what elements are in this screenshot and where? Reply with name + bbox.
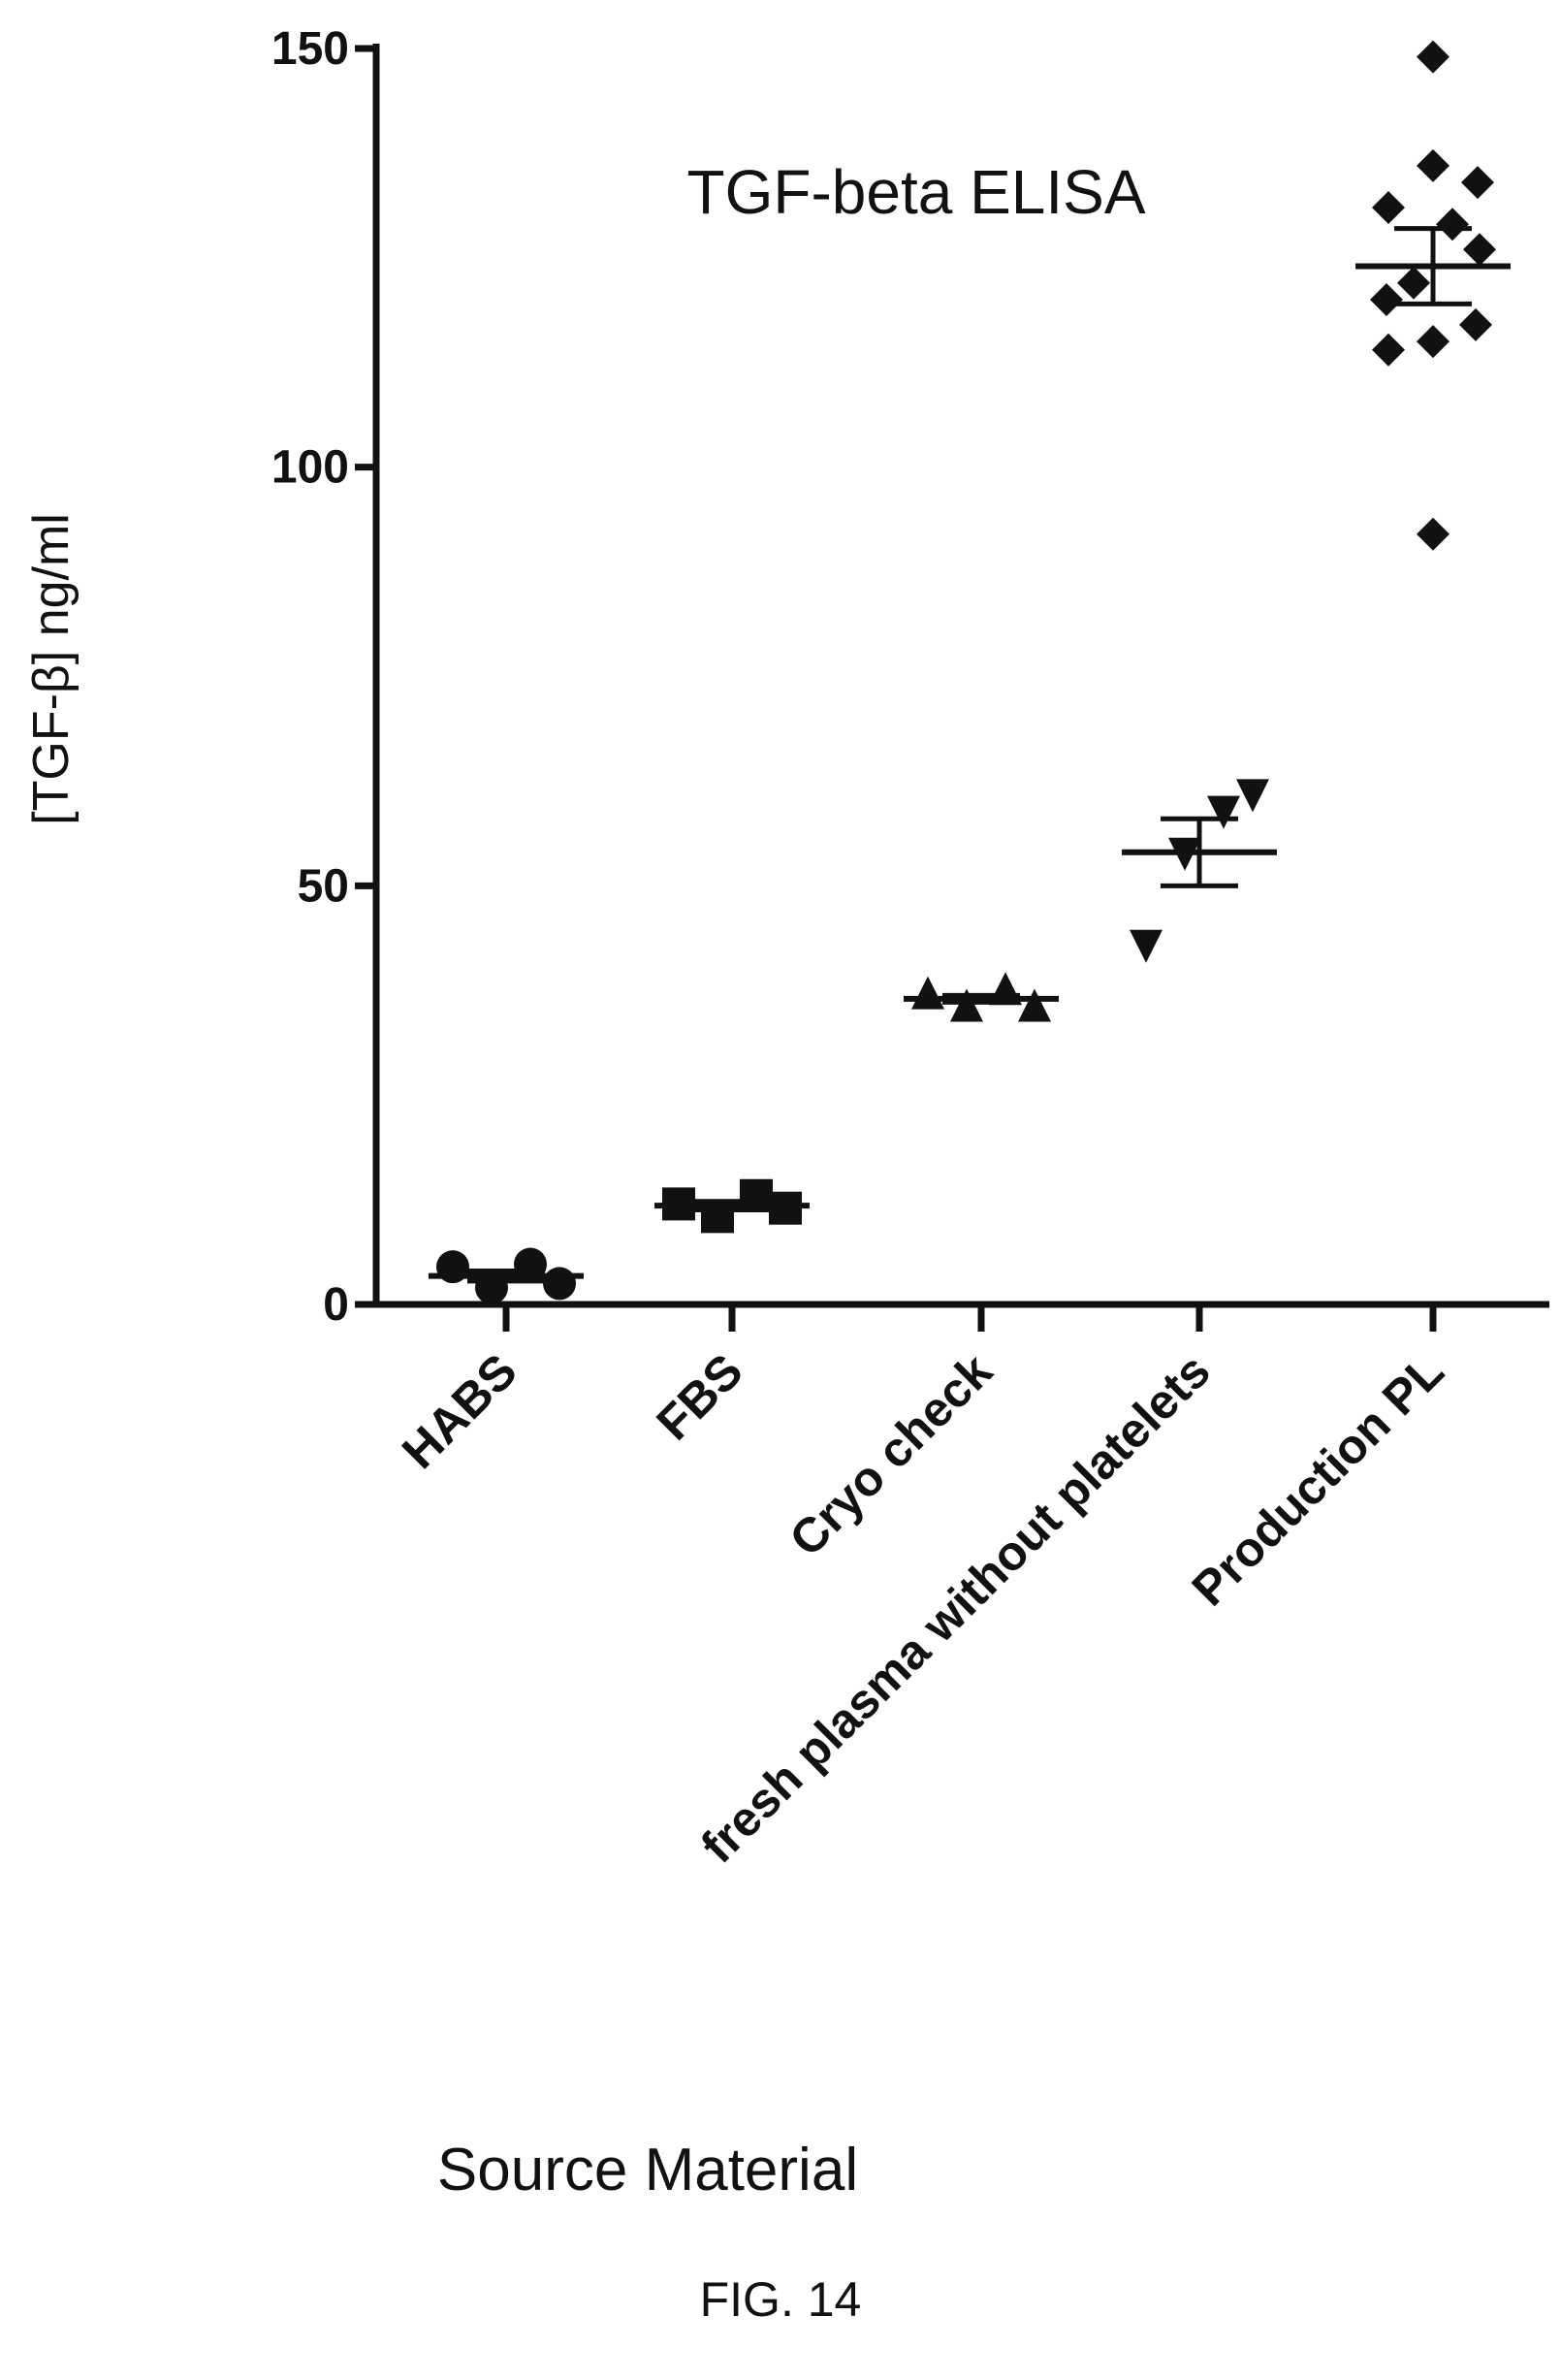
- y-tick-label: 150: [271, 23, 349, 75]
- x-axis-label: Source Material: [437, 2137, 858, 2203]
- category-label: Cryo check: [780, 1343, 1003, 1566]
- y-ticks: 0 50 100 150: [271, 23, 376, 1331]
- data-point: [1397, 266, 1430, 300]
- chart-title: TGF-beta ELISA: [686, 157, 1145, 227]
- data-point: [1372, 333, 1405, 367]
- y-tick-label: 0: [323, 1279, 349, 1331]
- data-point: [911, 976, 944, 1010]
- data-point: [1463, 233, 1496, 267]
- data-point: [1236, 779, 1269, 813]
- data-point: [1417, 325, 1450, 359]
- axes: [372, 44, 1549, 1308]
- data-point: [1370, 283, 1403, 316]
- data-point: [1018, 988, 1051, 1022]
- category-label: FBS: [646, 1343, 752, 1450]
- data-point: [543, 1267, 576, 1301]
- x-ticks: [502, 1304, 1437, 1332]
- data-point: [1436, 208, 1469, 241]
- data-point: [1417, 148, 1450, 182]
- data-point: [1372, 191, 1405, 225]
- y-axis-label: [TGF-β] ng/ml: [23, 513, 80, 825]
- data-point: [1417, 517, 1450, 551]
- data-point: [1459, 307, 1492, 341]
- y-tick-label: 100: [271, 442, 349, 494]
- error-bars: [429, 226, 1511, 1284]
- data-point: [1461, 166, 1494, 200]
- data-points: [436, 40, 1496, 1304]
- data-point: [950, 988, 983, 1022]
- data-point: [1417, 40, 1450, 74]
- figure-caption: FIG. 14: [700, 2272, 862, 2327]
- data-point: [1207, 795, 1240, 829]
- category-label: Production PL: [1182, 1343, 1454, 1616]
- category-label: HABS: [392, 1343, 527, 1479]
- y-tick-label: 50: [298, 860, 349, 912]
- data-point: [1130, 929, 1163, 963]
